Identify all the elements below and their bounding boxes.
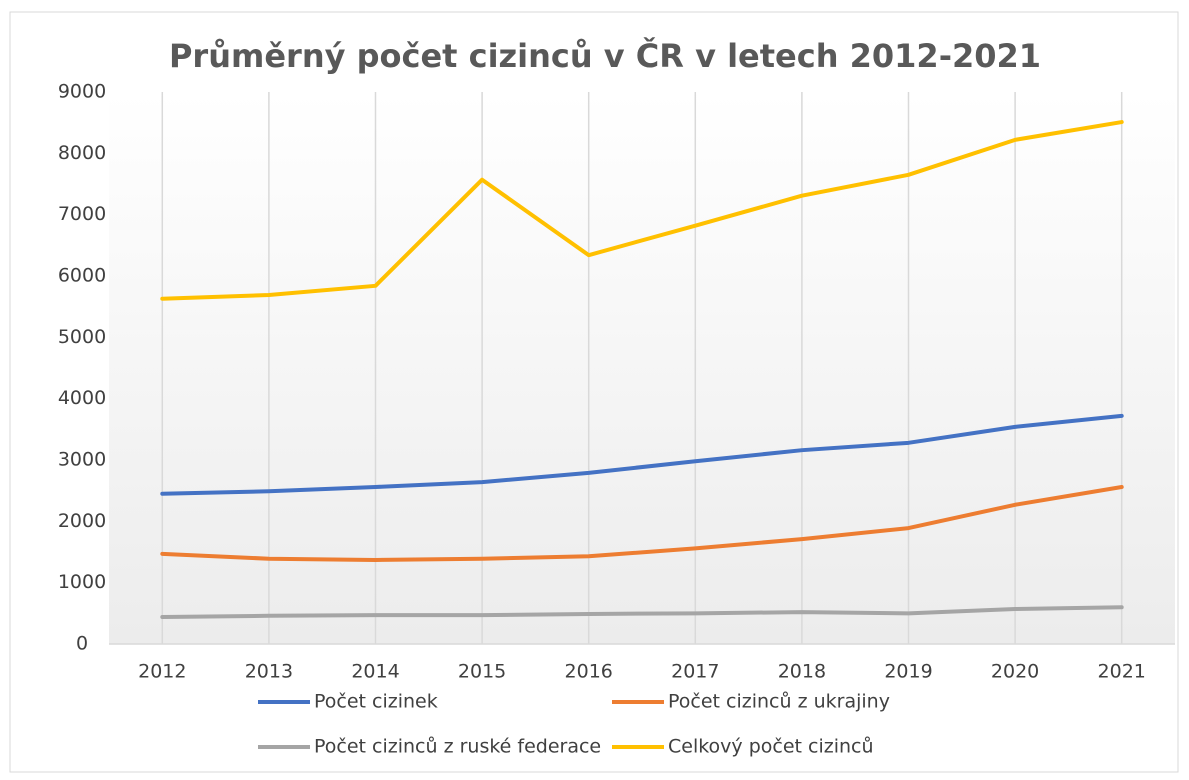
y-tick-label: 1000	[58, 571, 106, 593]
x-tick-label: 2016	[565, 661, 613, 683]
chart-title: Průměrný počet cizinců v ČR v letech 201…	[169, 36, 1041, 75]
series-line	[160, 484, 1124, 562]
x-tick-label: 2018	[778, 661, 826, 683]
series-line	[160, 413, 1124, 496]
legend-label: Počet cizinců z ruské federace	[314, 736, 601, 758]
x-tick-label: 2014	[351, 661, 399, 683]
x-tick-label: 2019	[884, 661, 932, 683]
x-tick-label: 2013	[245, 661, 293, 683]
y-tick-label: 9000	[58, 81, 106, 103]
x-tick-label: 2021	[1098, 661, 1146, 683]
y-tick-label: 3000	[58, 449, 106, 471]
legend-label: Celkový počet cizinců	[668, 736, 874, 758]
x-tick-label: 2012	[138, 661, 186, 683]
y-tick-label: 7000	[58, 203, 106, 225]
y-tick-label: 5000	[58, 326, 106, 348]
y-tick-label: 2000	[58, 510, 106, 532]
legend-label: Počet cizinek	[314, 691, 438, 713]
y-tick-label: 4000	[58, 387, 106, 409]
series-line	[160, 120, 1124, 301]
y-tick-label: 0	[76, 633, 88, 655]
x-tick-label: 2017	[671, 661, 719, 683]
legend-label: Počet cizinců z ukrajiny	[668, 691, 890, 713]
series-line	[160, 605, 1124, 620]
x-tick-label: 2015	[458, 661, 506, 683]
y-tick-label: 6000	[58, 265, 106, 287]
y-tick-label: 8000	[58, 142, 106, 164]
x-tick-label: 2020	[991, 661, 1039, 683]
